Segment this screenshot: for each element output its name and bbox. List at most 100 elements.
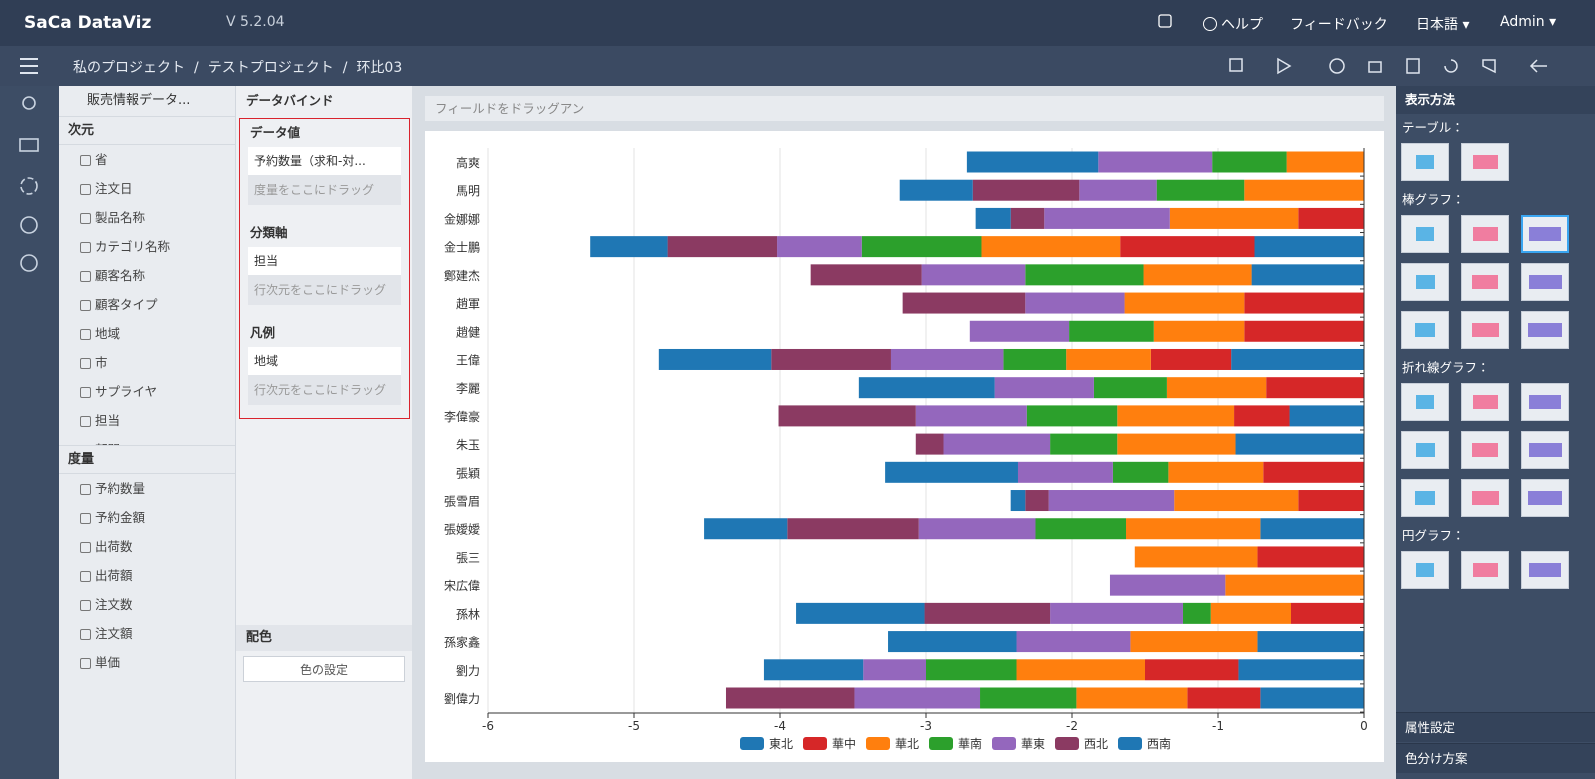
- value-placeholder[interactable]: 度量をここにドラッグ: [248, 175, 401, 205]
- value-field[interactable]: 予約数量（求和-対...: [248, 147, 401, 175]
- measure-field[interactable]: 出荷額: [59, 561, 235, 590]
- dimension-field[interactable]: 担当: [59, 406, 235, 435]
- bar-segment: [1156, 179, 1245, 201]
- bar-segment: [1017, 461, 1113, 483]
- bar-segment: [1010, 207, 1045, 229]
- run-icon[interactable]: [1277, 57, 1292, 75]
- print-icon[interactable]: [1368, 61, 1382, 73]
- chart-type-icon[interactable]: [1521, 215, 1569, 253]
- chart-type-icon[interactable]: [1461, 551, 1509, 589]
- dimension-field[interactable]: 顧客タイプ: [59, 290, 235, 319]
- measure-field[interactable]: 注文額: [59, 619, 235, 648]
- menu-icon[interactable]: [19, 57, 39, 75]
- user[interactable]: Admin ▾: [1500, 14, 1557, 30]
- chart-type-icon[interactable]: [1401, 383, 1449, 421]
- language[interactable]: 日本語 ▾: [1416, 17, 1470, 33]
- dimension-field[interactable]: 顧客名称: [59, 261, 235, 290]
- measure-field[interactable]: 予約金額: [59, 503, 235, 532]
- measure-field[interactable]: 出荷数: [59, 532, 235, 561]
- category-field[interactable]: 担当: [248, 247, 401, 275]
- tag-icon[interactable]: [1482, 59, 1496, 74]
- bar-segment: [1298, 490, 1364, 512]
- history-icon[interactable]: [1329, 58, 1345, 74]
- chart-icons: [1396, 210, 1595, 354]
- drop-hint[interactable]: フィールドをドラッグアン: [425, 96, 1384, 121]
- chart-type-icon[interactable]: [1521, 431, 1569, 469]
- play-icon[interactable]: [20, 216, 38, 234]
- chart-type-icon[interactable]: [1401, 551, 1449, 589]
- back-icon[interactable]: [1529, 59, 1547, 73]
- chart-type-icon[interactable]: [1401, 263, 1449, 301]
- feedback[interactable]: フィードバック: [1290, 17, 1388, 33]
- chart-type-icon[interactable]: [1521, 383, 1569, 421]
- dimension-field[interactable]: 市: [59, 348, 235, 377]
- measure-field[interactable]: 注文数: [59, 590, 235, 619]
- bar-segment: [1231, 348, 1364, 370]
- dimension-field[interactable]: 製品名称: [59, 203, 235, 232]
- chart-type-icon[interactable]: [1461, 311, 1509, 349]
- y-tick-label: 李偉豪: [444, 409, 480, 424]
- screen-icon[interactable]: [19, 138, 39, 152]
- y-tick-label: 張三: [456, 551, 480, 565]
- bar-segment: [1130, 631, 1258, 653]
- dimension-field[interactable]: 注文日: [59, 174, 235, 203]
- chart-type-icon[interactable]: [1461, 479, 1509, 517]
- chart-type-icon[interactable]: [1461, 383, 1509, 421]
- color-scheme[interactable]: 色分け方案: [1396, 743, 1595, 773]
- dimension-field[interactable]: カテゴリ名称: [59, 232, 235, 261]
- legend-label: 西北: [1084, 737, 1108, 751]
- measure-field[interactable]: 予約数量: [59, 474, 235, 503]
- chart-type-icon[interactable]: [1521, 479, 1569, 517]
- breadcrumb-item[interactable]: 环比03: [356, 60, 403, 76]
- dimension-field[interactable]: 部門: [59, 435, 235, 445]
- category-placeholder[interactable]: 行次元をここにドラッグ: [248, 275, 401, 305]
- dimensions-title: 次元: [59, 117, 235, 145]
- undo-icon[interactable]: [1444, 59, 1458, 73]
- bar-segment: [1044, 207, 1170, 229]
- cycle-icon[interactable]: [20, 177, 38, 195]
- legend-placeholder[interactable]: 行次元をここにドラッグ: [248, 375, 401, 405]
- bar-segment: [1003, 348, 1067, 370]
- edit-icon[interactable]: [1158, 14, 1172, 28]
- dimension-field[interactable]: 省: [59, 145, 235, 174]
- chart-type-icon[interactable]: [1401, 143, 1449, 181]
- chart-type-icon[interactable]: [1401, 311, 1449, 349]
- x-tick-label: -2: [1066, 719, 1078, 733]
- help[interactable]: ヘルプ: [1203, 14, 1263, 34]
- dimension-field[interactable]: サプライヤ: [59, 377, 235, 406]
- data-panel: 販売情報データ... 次元 省注文日 製品名称 カテゴリ名称 顧客名称 顧客タイプ 地域市…: [59, 86, 236, 779]
- chart-type-panel: 表示方法 テーブル： 棒グラフ： 折れ線グラフ： 円グラフ： 属性設定 色分け方案: [1396, 86, 1595, 779]
- chart-type-icon[interactable]: [1401, 431, 1449, 469]
- color-button[interactable]: 色の設定: [243, 656, 405, 682]
- settings-icon[interactable]: [20, 254, 38, 272]
- chart-type-icon[interactable]: [1521, 551, 1569, 589]
- breadcrumb-item[interactable]: テストプロジェクト: [207, 60, 334, 76]
- save-icon[interactable]: [1229, 58, 1243, 72]
- logo[interactable]: SaCa DataViz: [24, 13, 152, 33]
- chart-type-icon[interactable]: [1401, 215, 1449, 253]
- chart-type-icon[interactable]: [1521, 263, 1569, 301]
- dataset-title[interactable]: 販売情報データ...: [59, 86, 235, 117]
- chart-type-icon[interactable]: [1461, 215, 1509, 253]
- chart-type-icon[interactable]: [1461, 263, 1509, 301]
- bar-segment: [1079, 179, 1157, 201]
- chart-groups: テーブル： 棒グラフ： 折れ線グラフ： 円グラフ：: [1396, 114, 1595, 594]
- property-settings[interactable]: 属性設定: [1396, 712, 1595, 742]
- bar-segment: [890, 348, 1004, 370]
- dimension-field[interactable]: 地域: [59, 319, 235, 348]
- bar-segment: [1263, 461, 1364, 483]
- chart-type-icon[interactable]: [1521, 311, 1569, 349]
- y-tick-label: 孫家鑫: [444, 636, 480, 650]
- bar-segment: [1010, 490, 1026, 512]
- bar-segment: [1251, 264, 1364, 286]
- chart-type-icon[interactable]: [1401, 479, 1449, 517]
- breadcrumb-item[interactable]: 私のプロジェクト: [73, 60, 185, 76]
- bar-segment: [1260, 518, 1364, 540]
- chart-type-icon[interactable]: [1461, 143, 1509, 181]
- legend-field[interactable]: 地域: [248, 347, 401, 375]
- user-icon[interactable]: [22, 96, 36, 110]
- chart-type-icon[interactable]: [1461, 431, 1509, 469]
- image-icon[interactable]: [1406, 58, 1420, 74]
- measure-field[interactable]: 単価: [59, 648, 235, 677]
- chart: -6 -5 -4 -3 -2 -1 0 高爽馬明金娜娜金士鵬鄭建杰趙軍趙健王偉李麗李偉豪朱玉張…: [425, 131, 1384, 762]
